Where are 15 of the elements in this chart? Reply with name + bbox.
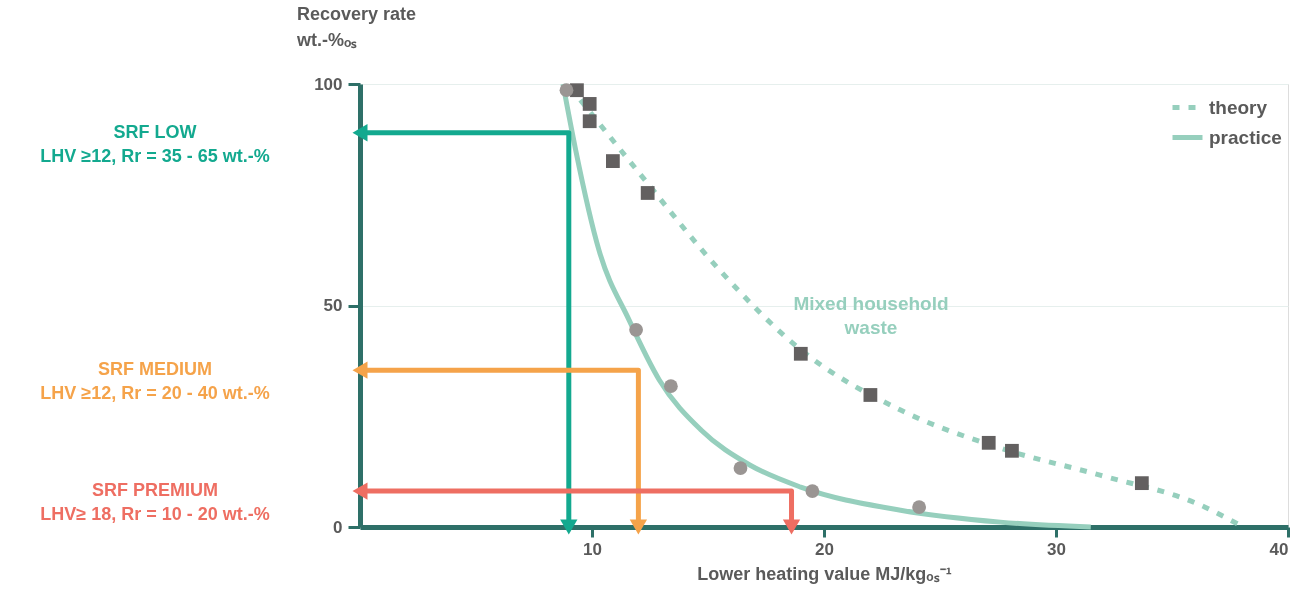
text: SRF LOW LHV ≥12, Rr = 35 - 65 wt.-% (40, 121, 270, 166)
x-axis-title: Lower heating value MJ/kgₒₛ⁻¹ (697, 563, 952, 584)
annotation: Mixed household waste (793, 293, 949, 338)
y-tick-label: 0 (333, 517, 343, 537)
y-tick-label: 100 (314, 74, 343, 94)
x-tick-label: 30 (1047, 539, 1066, 559)
x-tick-label: 20 (815, 539, 834, 559)
y-tick-label: 50 (323, 296, 343, 315)
legend-label: theory (1209, 96, 1268, 118)
legend-label: practice (1209, 126, 1282, 148)
x-tick-label: 40 (1269, 539, 1289, 559)
y-axis-title: Recovery rate wt.-%ₒₛ (296, 4, 417, 50)
text: SRF MEDIUM LHV ≥12, Rr = 20 - 40 wt.-% (40, 359, 270, 404)
text: SRF PREMIUM LHV≥ 18, Rr = 10 - 20 wt.-% (40, 480, 270, 525)
x-tick-label: 10 (583, 539, 602, 559)
